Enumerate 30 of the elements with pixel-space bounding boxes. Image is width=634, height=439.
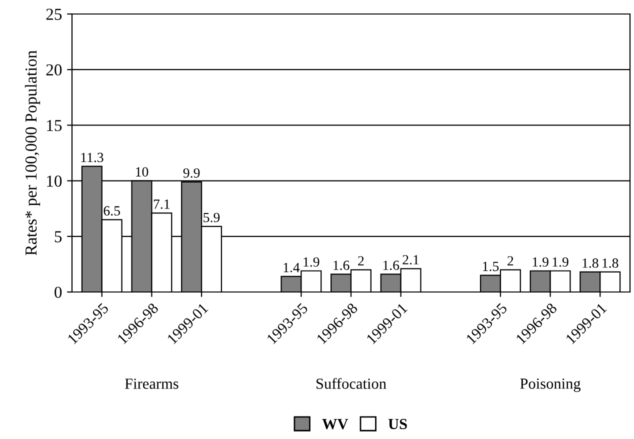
data-label: 1.5 xyxy=(483,262,499,272)
data-label: 1.6 xyxy=(334,260,350,270)
text: Firearms xyxy=(125,378,178,389)
data-label: 7.1 xyxy=(154,200,170,209)
data-label: 1.9 xyxy=(552,257,568,267)
data-label: 10 xyxy=(136,167,148,177)
y-tick-label: 25 xyxy=(46,8,62,20)
data-label: 1.4 xyxy=(284,262,300,272)
legend-label: US xyxy=(388,418,407,430)
data-label: 1.8 xyxy=(602,258,618,268)
text: Suffocation xyxy=(316,378,386,389)
y-tick-label: 15 xyxy=(47,120,62,132)
y-tick-label: 20 xyxy=(46,64,62,76)
data-label: 1.8 xyxy=(582,258,598,268)
data-label: 1.9 xyxy=(304,257,320,267)
y-tick-label: 5 xyxy=(54,231,62,242)
data-label: 6.5 xyxy=(104,206,120,216)
data-label: 2 xyxy=(508,256,514,266)
data-label: 1.9 xyxy=(532,257,548,267)
data-label: 11.3 xyxy=(81,152,104,162)
y-tick-label: 0 xyxy=(54,286,62,298)
data-label: 2 xyxy=(358,256,364,266)
y-tick-label: 10 xyxy=(47,176,62,187)
y-axis-title: Rates* per 100,000 Population xyxy=(24,50,40,256)
data-label: 2.1 xyxy=(402,255,419,264)
legend-label: WV xyxy=(322,419,348,430)
data-label: 1.6 xyxy=(383,260,400,270)
data-label: 5.9 xyxy=(204,212,220,222)
data-label: 9.9 xyxy=(183,168,200,178)
text: Poisoning xyxy=(520,378,581,392)
